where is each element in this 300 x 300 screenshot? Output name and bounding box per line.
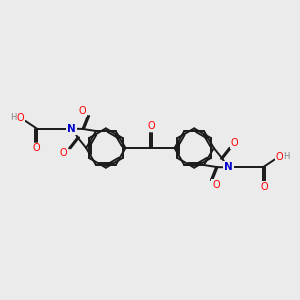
- Text: H: H: [10, 113, 17, 122]
- Text: O: O: [78, 106, 86, 116]
- Text: O: O: [60, 148, 68, 158]
- Text: O: O: [32, 143, 40, 153]
- Text: O: O: [212, 180, 220, 190]
- Text: O: O: [16, 113, 24, 123]
- Text: H: H: [283, 152, 290, 161]
- Text: O: O: [231, 138, 239, 148]
- Text: O: O: [147, 122, 155, 131]
- Text: N: N: [67, 124, 76, 134]
- Text: O: O: [276, 152, 283, 161]
- Text: N: N: [224, 162, 233, 172]
- Text: O: O: [260, 182, 268, 192]
